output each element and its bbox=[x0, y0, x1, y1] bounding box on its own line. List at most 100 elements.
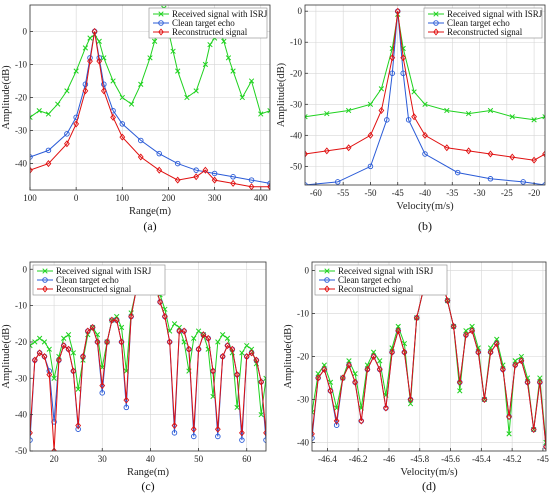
data-point-clean bbox=[138, 137, 144, 144]
series-group bbox=[305, 7, 545, 185]
data-point-reconstructed bbox=[248, 349, 255, 357]
data-point-received bbox=[224, 335, 231, 341]
data-point-received bbox=[96, 38, 102, 44]
legend-marker-reconstructed bbox=[158, 28, 164, 36]
data-point-reconstructed bbox=[469, 327, 475, 335]
data-point-reconstructed bbox=[394, 7, 401, 15]
axes-frame bbox=[29, 261, 267, 452]
data-point-reconstructed bbox=[512, 361, 519, 369]
y-axis-label: Amplitude(dB) bbox=[1, 324, 12, 389]
data-point-received bbox=[45, 111, 52, 117]
legend-label-clean: Clean target echo bbox=[447, 18, 510, 28]
x-tick-label: -46.2 bbox=[349, 454, 368, 464]
data-point-reconstructed bbox=[456, 378, 463, 386]
x-tick-label: 20 bbox=[50, 454, 60, 464]
series-line-reconstructed bbox=[30, 268, 266, 451]
x-tick-label: 50 bbox=[194, 454, 204, 464]
data-point-clean bbox=[248, 177, 255, 183]
data-point-reconstructed bbox=[84, 327, 91, 335]
panel-b: -60 -55 -50 -45 -40 -35 -30 -25 -20 0 -10 -20 -30 -40… bbox=[276, 4, 546, 233]
data-point-reconstructed bbox=[229, 345, 236, 353]
data-point-reconstructed bbox=[542, 150, 545, 158]
data-point-reconstructed bbox=[531, 156, 537, 164]
x-tick-label: -45 bbox=[537, 454, 549, 464]
data-point-clean bbox=[230, 174, 236, 180]
data-point-reconstructed bbox=[234, 371, 240, 379]
data-point-reconstructed bbox=[524, 378, 531, 386]
data-point-received bbox=[30, 114, 33, 120]
data-point-reconstructed bbox=[411, 113, 417, 121]
data-point-reconstructed bbox=[205, 334, 212, 342]
data-point-reconstructed bbox=[46, 371, 53, 379]
x-tick-label: -45.6 bbox=[441, 454, 460, 464]
series-line-clean bbox=[30, 31, 270, 184]
data-point-received bbox=[305, 114, 308, 120]
data-point-clean bbox=[191, 433, 197, 440]
data-point-reconstructed bbox=[481, 395, 488, 403]
legend-marker-clean bbox=[42, 277, 48, 283]
data-point-reconstructed bbox=[536, 378, 543, 386]
series-line-reconstructed bbox=[30, 31, 270, 188]
data-point-reconstructed bbox=[60, 342, 67, 350]
x-tick-label: 100 bbox=[116, 193, 130, 203]
data-point-reconstructed bbox=[30, 166, 33, 174]
data-point-received bbox=[87, 35, 93, 41]
data-point-reconstructed bbox=[186, 345, 192, 353]
data-point-reconstructed bbox=[41, 352, 48, 361]
data-point-received bbox=[36, 335, 43, 341]
data-point-reconstructed bbox=[75, 422, 82, 430]
data-point-received bbox=[36, 108, 42, 114]
data-point-received bbox=[494, 336, 500, 342]
y-tick-label: -30 bbox=[15, 373, 27, 383]
data-point-clean bbox=[156, 150, 162, 157]
legend-label-received: Received signal with ISRJ bbox=[56, 266, 152, 276]
data-point-received bbox=[30, 342, 33, 349]
x-axis-label: Range(m) bbox=[127, 467, 169, 478]
data-point-reconstructed bbox=[509, 153, 516, 161]
y-tick-label: -50 bbox=[290, 161, 302, 171]
data-point-received bbox=[221, 38, 227, 44]
data-point-reconstructed bbox=[73, 120, 80, 128]
x-tick-label: -46 bbox=[383, 454, 395, 464]
legend-marker-reconstructed bbox=[433, 28, 439, 36]
x-tick-label: 300 bbox=[208, 193, 222, 203]
data-point-received bbox=[193, 88, 199, 94]
data-point-reconstructed bbox=[119, 133, 126, 141]
data-point-clean bbox=[45, 147, 52, 154]
data-point-received bbox=[128, 101, 135, 107]
data-point-reconstructed bbox=[156, 166, 163, 174]
data-point-received bbox=[345, 107, 352, 114]
data-point-received bbox=[234, 404, 240, 411]
data-point-received bbox=[181, 339, 187, 345]
data-point-clean bbox=[64, 131, 70, 137]
data-point-reconstructed bbox=[364, 365, 371, 373]
data-point-received bbox=[469, 323, 475, 330]
x-tick-label: 60 bbox=[242, 454, 252, 464]
data-point-reconstructed bbox=[157, 298, 163, 306]
data-point-reconstructed bbox=[450, 322, 457, 330]
data-point-received bbox=[346, 358, 352, 364]
data-point-received bbox=[367, 101, 374, 107]
y-tick-label: -10 bbox=[15, 59, 27, 69]
data-point-clean bbox=[119, 121, 126, 127]
data-point-received bbox=[170, 48, 176, 54]
y-tick-label: 0 bbox=[23, 264, 28, 274]
data-point-received bbox=[378, 86, 385, 92]
data-point-reconstructed bbox=[211, 176, 218, 184]
data-point-reconstructed bbox=[444, 297, 451, 305]
data-point-clean bbox=[215, 433, 221, 440]
y-tick-label: 0 bbox=[298, 6, 303, 16]
data-point-received bbox=[118, 324, 125, 331]
data-point-reconstructed bbox=[82, 87, 89, 95]
data-point-received bbox=[151, 38, 158, 44]
data-point-reconstructed bbox=[339, 374, 346, 382]
data-point-clean bbox=[422, 151, 428, 157]
legend-label-received: Received signal with ISRJ bbox=[172, 9, 268, 19]
data-point-reconstructed bbox=[31, 356, 38, 364]
data-point-received bbox=[219, 332, 226, 338]
data-point-clean bbox=[82, 81, 89, 88]
x-tick-label: 40 bbox=[146, 454, 156, 464]
data-point-received bbox=[225, 55, 232, 61]
